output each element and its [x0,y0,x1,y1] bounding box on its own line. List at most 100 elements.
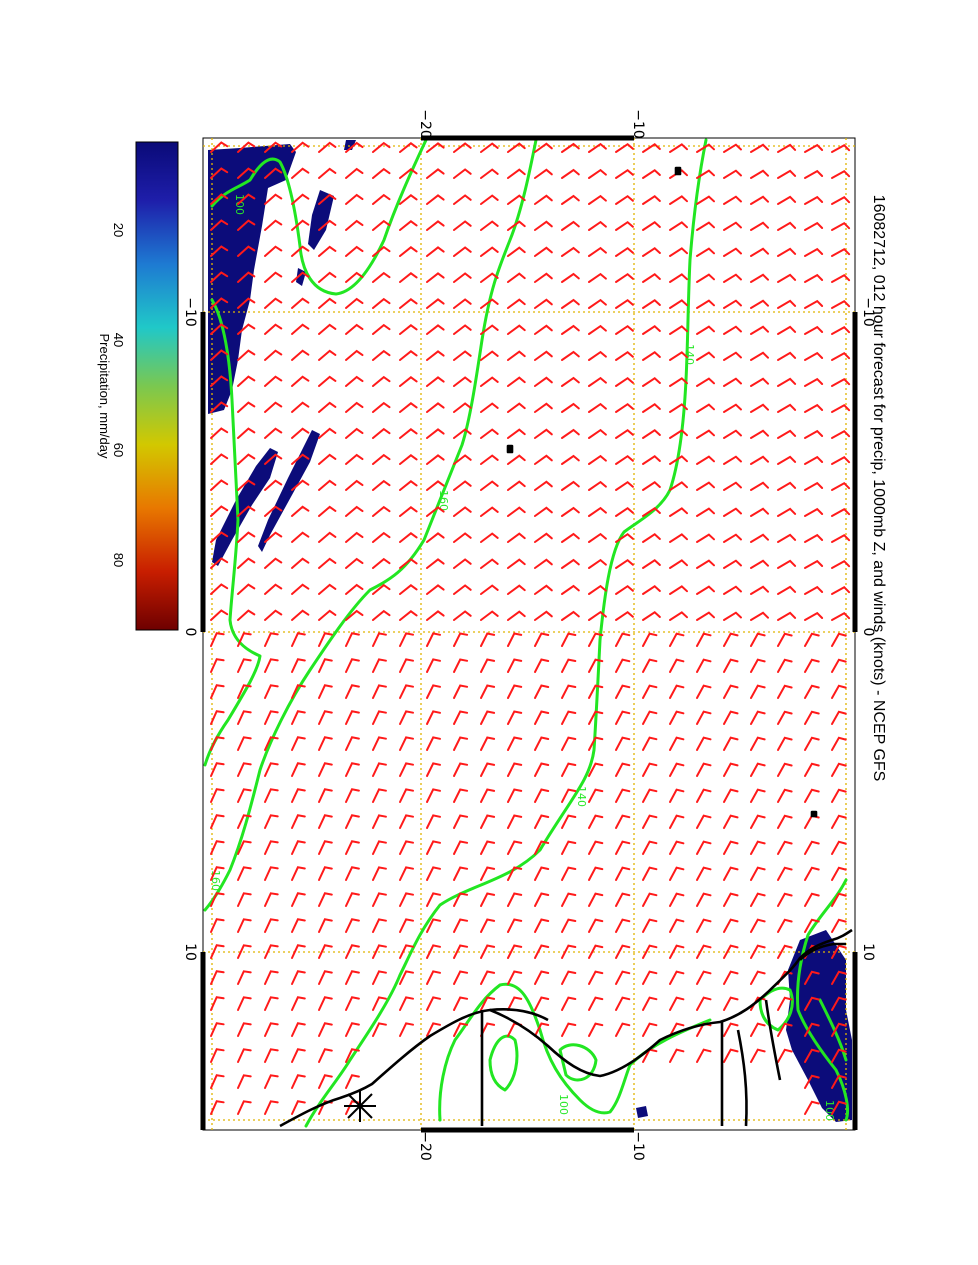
wind-barb [804,658,820,673]
wind-barb [291,245,310,257]
wind-barb [318,658,333,673]
contour-line [438,982,712,1122]
wind-barb [237,427,256,439]
wind-barb [696,710,712,725]
wind-barb [696,143,715,153]
wind-barb [453,736,469,751]
wind-barb [372,918,387,933]
wind-barb [453,532,472,543]
wind-barb [318,245,337,257]
wind-barb [696,866,712,881]
wind-barb [696,507,715,517]
wind-barb [372,271,391,283]
wind-barb [723,710,739,725]
wind-barb [642,533,661,543]
wind-barb [561,376,580,387]
wind-barb [750,377,769,387]
wind-barb [804,918,820,933]
wind-barb [399,918,414,933]
wind-barb [588,944,604,959]
wind-barb [291,141,310,153]
wind-barb [750,684,766,699]
wind-barb [507,532,526,543]
wind-barb [588,632,604,647]
wind-barb [642,429,661,439]
wind-barb [507,788,523,803]
wind-barb [642,710,658,725]
wind-barb [534,454,553,465]
wind-barb [750,273,769,283]
wind-barb [561,866,577,881]
wind-barb [237,401,256,413]
wind-barb [804,195,824,205]
wind-barb [669,585,688,595]
wind-barb [291,1048,306,1063]
wind-barb [696,996,712,1011]
wind-barb [831,866,847,881]
wind-barb [723,299,742,309]
wind-barb [480,944,496,959]
wind-barb [831,970,847,985]
wind-barb [426,814,441,829]
wind-barb [804,429,824,439]
wind-barb [480,194,499,205]
wind-barb [210,710,225,725]
wind-barb [426,840,441,855]
wind-barb [426,684,441,699]
wind-barb [210,193,229,205]
wind-barb [588,762,604,777]
wind-barb [723,866,739,881]
island [810,810,818,818]
wind-barb [831,507,851,517]
wind-barb [480,866,496,881]
wind-barb [831,455,851,465]
wind-barb [480,298,499,309]
wind-barb [696,403,715,413]
wind-barb [210,583,229,595]
wind-barb [291,323,310,335]
wind-barb [291,583,310,595]
wind-barb [588,220,607,231]
wind-barb [345,918,360,933]
contour-line [796,878,850,1122]
wind-barb [777,299,797,309]
wind-barb [750,299,769,309]
wind-barb [588,996,604,1011]
wind-barb [777,455,797,465]
wind-barb [561,658,577,673]
wind-barb [642,351,661,361]
wind-barb [588,246,607,257]
wind-barb [696,455,715,465]
wind-barb [372,970,387,985]
wind-barb [723,377,742,387]
wind-barb [507,454,526,465]
wind-barb [237,375,256,387]
wind-barb [777,1048,793,1063]
wind-barb [669,866,685,881]
wind-barb [426,658,441,673]
wind-barb [777,403,797,413]
contour-line [210,138,428,296]
wind-barb [291,632,306,647]
wind-barb [210,866,225,881]
wind-barb [237,840,252,855]
wind-barb [507,814,523,829]
wind-barb [696,351,715,361]
wind-barb [453,866,469,881]
wind-barb [453,480,472,491]
wind-barb [615,272,634,283]
wind-barb [480,632,496,647]
wind-barb [237,505,256,517]
wind-barb [750,1022,766,1037]
wind-barb [480,788,496,803]
wind-barb [453,324,472,335]
wind-barb [237,479,256,491]
wind-barb [318,762,333,777]
wind-barb [696,684,712,699]
wind-barb [615,168,634,179]
wind-barb [534,658,550,673]
wind-barb [561,142,580,153]
wind-barb [750,710,766,725]
wind-barb [561,194,580,205]
wind-barb [831,1074,847,1089]
